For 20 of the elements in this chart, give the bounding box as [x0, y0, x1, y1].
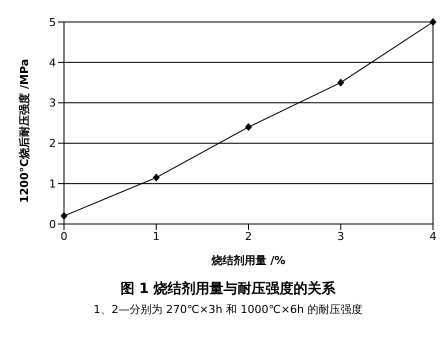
point — [430, 18, 436, 26]
point — [152, 174, 160, 182]
y-tick-label: 1 — [49, 178, 56, 191]
x-tick-label: 3 — [337, 230, 344, 243]
y-tick-label: 4 — [49, 56, 56, 70]
text: 图 1 烧结剂用量与耐压强度的关系 — [119, 280, 337, 298]
point — [337, 78, 344, 87]
x-tick-label: 1 — [152, 230, 160, 243]
x-tick-label: 0 — [60, 230, 68, 243]
y-tick-label: 0 — [49, 218, 56, 231]
x-tick-label: 2 — [245, 230, 252, 243]
y-tick-label: 2 — [49, 137, 56, 150]
x-tick-label: 4 — [430, 230, 436, 243]
text: 1、2—分别为 270℃×3h 和 1000℃×6h 的耐压强度 — [92, 302, 364, 317]
point — [60, 212, 68, 220]
y-tick-label: 5 — [49, 16, 56, 29]
y-tick-label: 3 — [49, 96, 56, 110]
x-axis-title: 烧结剂用量 /% — [210, 254, 286, 267]
y-axis-title: 1200°C烧后耐压强度 /MPa — [18, 58, 31, 203]
point — [245, 123, 252, 132]
